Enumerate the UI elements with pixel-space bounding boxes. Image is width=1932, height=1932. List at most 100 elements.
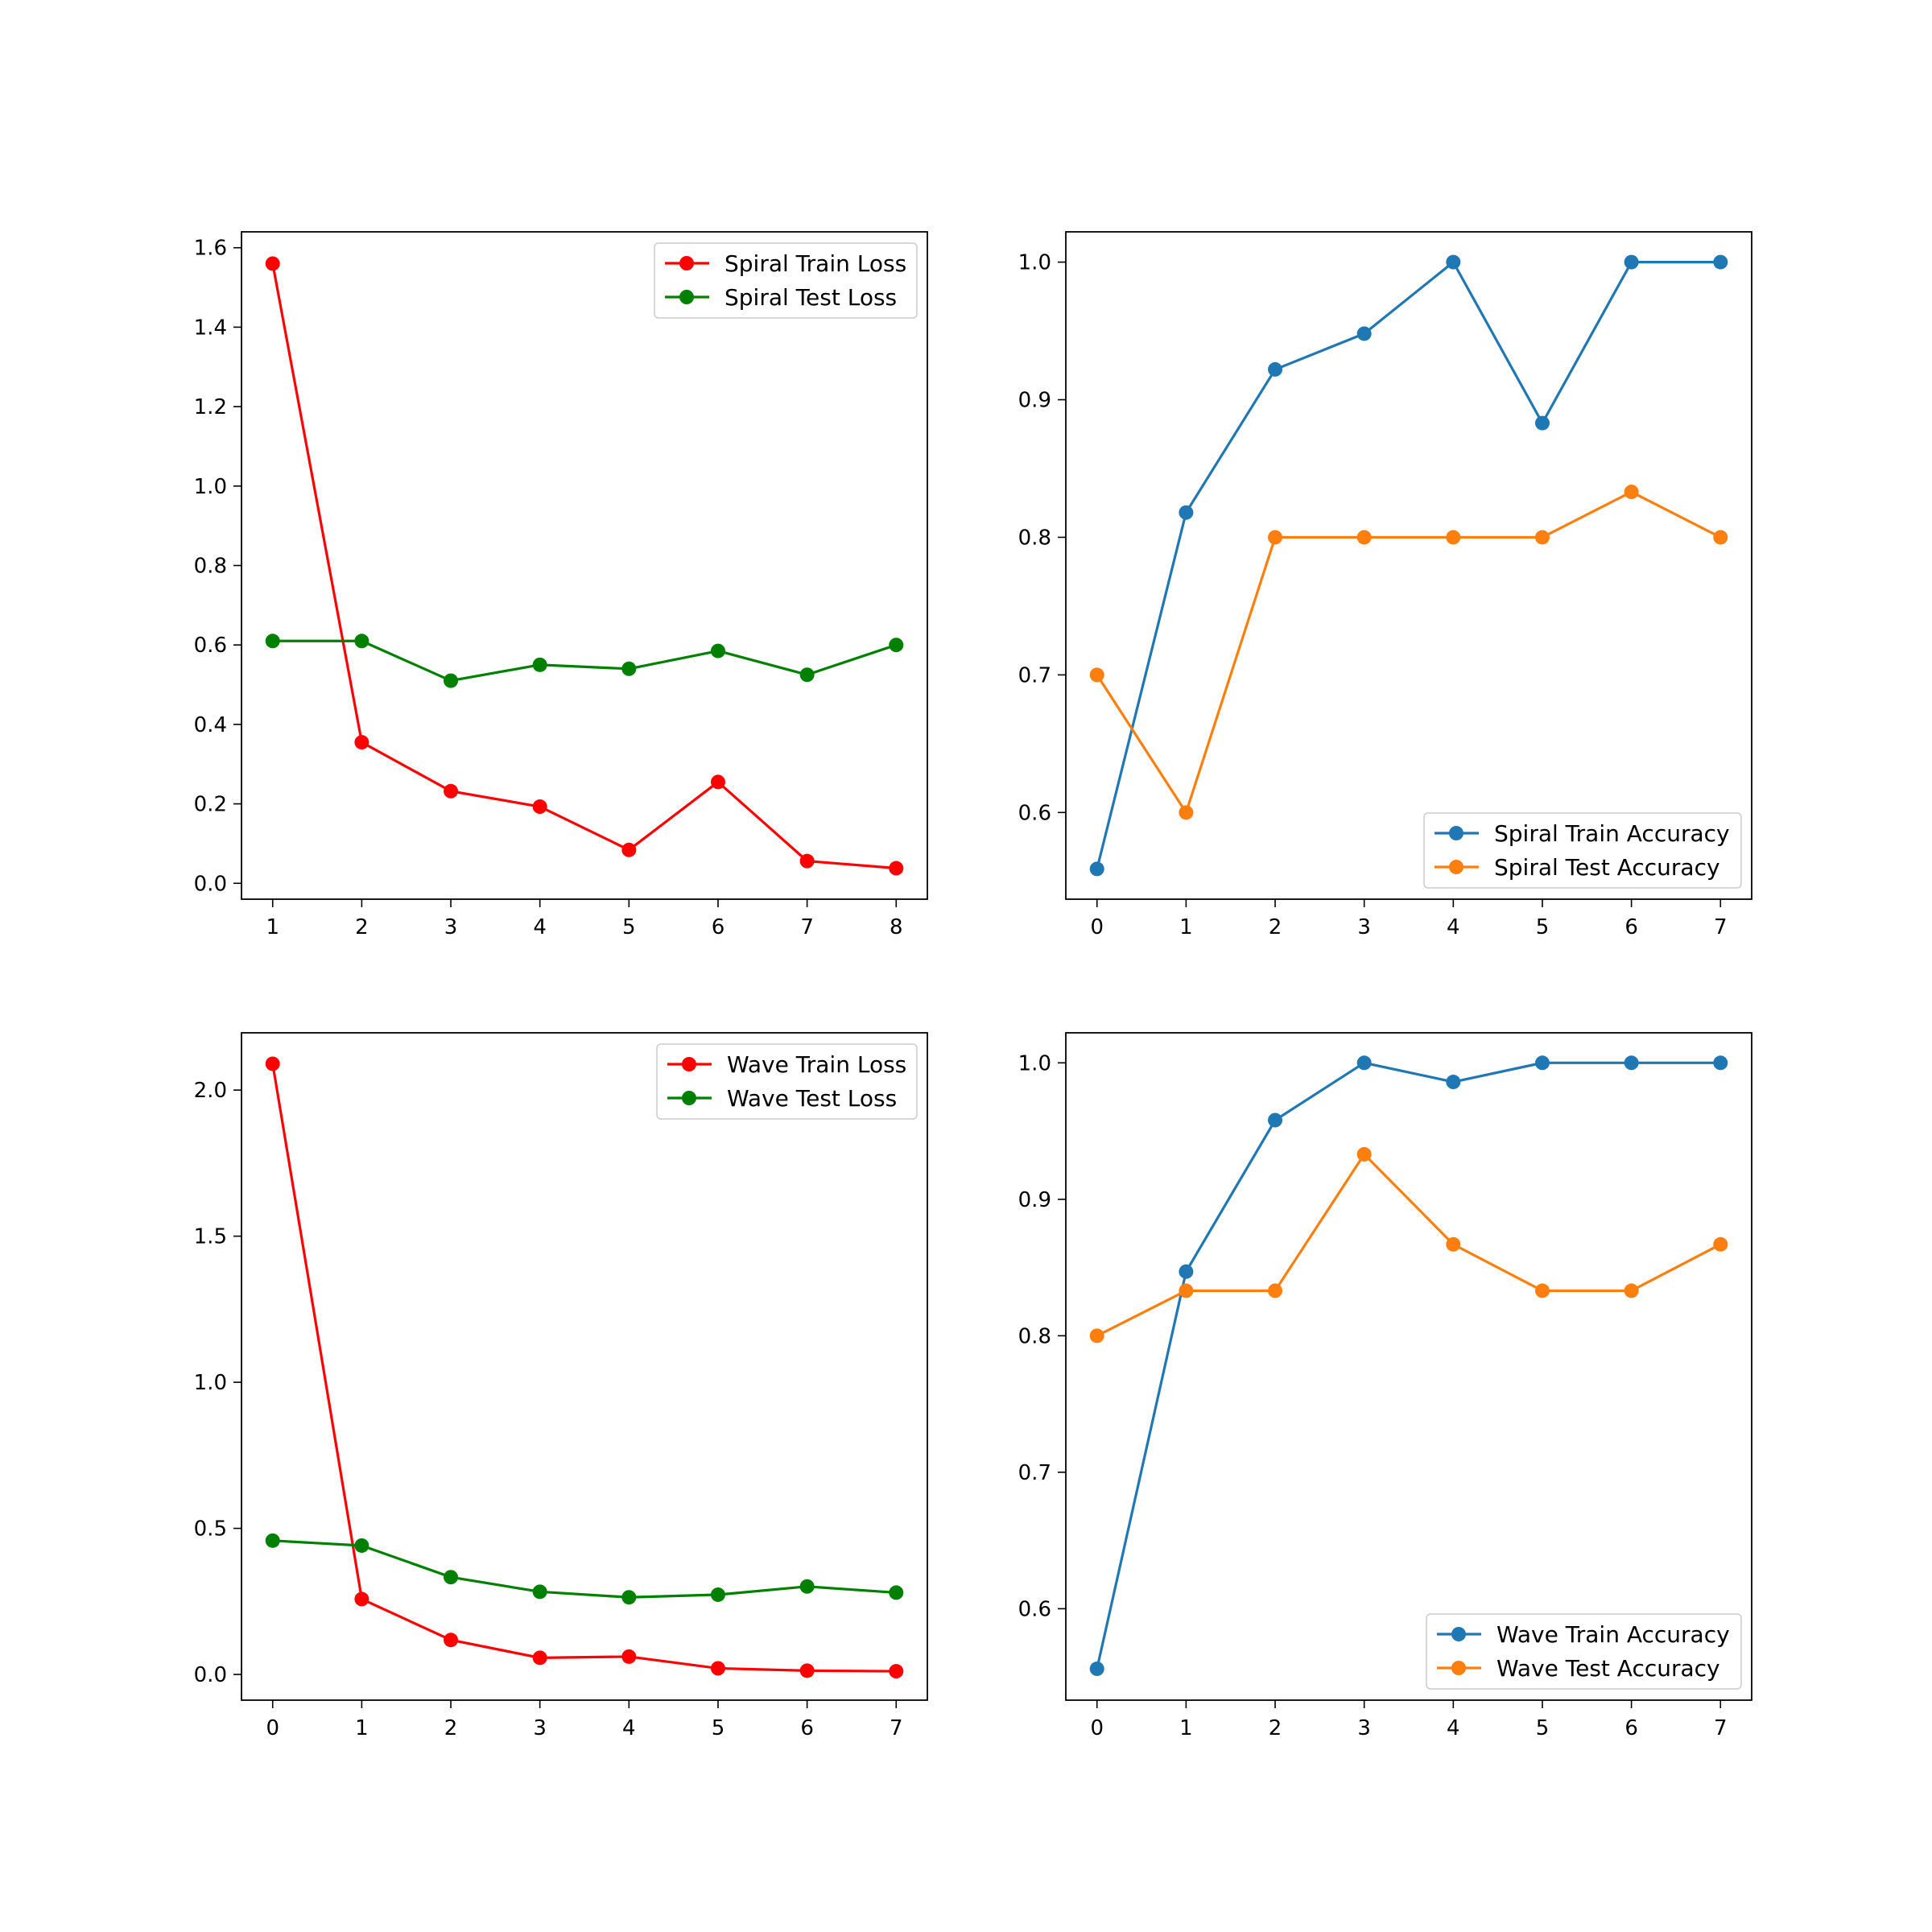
- y-tick-label: 1.0: [1018, 251, 1051, 275]
- y-tick-label: 1.0: [194, 1371, 227, 1395]
- x-tick-label: 0: [266, 1716, 279, 1740]
- legend-label: Wave Train Loss: [727, 1051, 906, 1078]
- data-point: [799, 1663, 815, 1678]
- y-tick-label: 0.7: [1018, 1461, 1051, 1485]
- legend-marker: [1451, 1661, 1466, 1675]
- data-point: [1268, 530, 1283, 545]
- axes-frame: [241, 1032, 928, 1701]
- data-point: [710, 1661, 725, 1676]
- y-tick-label: 0.0: [194, 872, 227, 896]
- subplot-wave-loss: 0 1 2 3 4 5 6 7 0.0 0.5 1.0 1.5 2.0 Wave Train Loss Wa…: [194, 1032, 928, 1740]
- x-tick-label: 5: [712, 1716, 725, 1740]
- legend-marker: [1449, 860, 1463, 874]
- data-point: [1268, 1283, 1283, 1298]
- data-point: [444, 673, 459, 688]
- y-tick-label: 0.6: [1018, 1597, 1051, 1621]
- x-tick-label: 1: [266, 915, 279, 939]
- x-tick-label: 3: [1357, 915, 1371, 939]
- x-tick-label: 1: [355, 1716, 369, 1740]
- data-point: [1713, 1236, 1728, 1252]
- legend-label: Spiral Test Loss: [724, 284, 897, 311]
- data-point: [1534, 530, 1550, 545]
- y-tick-label: 0.8: [194, 555, 227, 579]
- data-point: [1268, 361, 1283, 377]
- x-tick-label: 0: [1090, 915, 1104, 939]
- legend-marker: [679, 256, 694, 270]
- data-point: [889, 1664, 904, 1679]
- legend-label: Spiral Test Accuracy: [1494, 854, 1720, 881]
- data-point: [1089, 667, 1104, 683]
- x-tick-label: 6: [1624, 915, 1638, 939]
- y-tick-label: 0.5: [194, 1517, 227, 1542]
- legend-marker: [682, 1057, 696, 1071]
- y-tick-label: 0.8: [1018, 1324, 1051, 1348]
- x-tick-label: 3: [444, 915, 458, 939]
- x-tick-label: 4: [1447, 915, 1460, 939]
- data-point: [1356, 530, 1372, 545]
- data-point: [1713, 254, 1728, 270]
- axes-frame: [241, 231, 928, 900]
- data-point: [532, 657, 547, 672]
- y-tick-label: 0.6: [1018, 801, 1051, 825]
- x-tick-label: 2: [444, 1716, 458, 1740]
- x-tick-label: 8: [890, 915, 903, 939]
- series-line: [1096, 1061, 1721, 1670]
- series-line: [1096, 261, 1721, 869]
- x-tick-label: 4: [533, 915, 547, 939]
- x-tick-label: 4: [1447, 1716, 1460, 1740]
- data-point: [532, 1584, 547, 1600]
- data-point: [1179, 505, 1194, 520]
- data-point: [354, 735, 369, 750]
- data-point: [621, 1649, 637, 1664]
- data-point: [1356, 1146, 1372, 1162]
- data-point: [444, 1633, 459, 1648]
- y-tick-label: 2.0: [194, 1079, 227, 1103]
- legend-box: [654, 242, 918, 319]
- data-point: [354, 634, 369, 649]
- legend-marker: [1449, 826, 1463, 840]
- series-line: [271, 1063, 897, 1673]
- data-point: [1534, 1283, 1550, 1298]
- data-point: [1179, 1283, 1194, 1298]
- data-point: [1624, 1055, 1639, 1071]
- y-tick-label: 0.7: [1018, 663, 1051, 687]
- series-line: [1096, 1153, 1722, 1337]
- x-tick-label: 4: [622, 1716, 636, 1740]
- data-point: [1179, 805, 1194, 820]
- data-point: [710, 774, 725, 790]
- data-point: [1089, 1662, 1104, 1677]
- legend-marker: [682, 1091, 696, 1105]
- data-point: [621, 661, 637, 676]
- data-point: [621, 1590, 637, 1605]
- y-tick-label: 0.2: [194, 793, 227, 817]
- data-point: [621, 842, 637, 857]
- x-tick-label: 7: [1714, 915, 1728, 939]
- data-point: [889, 1585, 904, 1600]
- x-tick-label: 6: [1624, 1716, 1638, 1740]
- legend-box: [1423, 812, 1742, 889]
- data-point: [444, 783, 459, 799]
- x-tick-label: 2: [1269, 915, 1282, 939]
- data-point: [265, 256, 280, 271]
- y-tick-label: 1.5: [194, 1225, 227, 1249]
- data-point: [1534, 415, 1550, 431]
- subplot-wave-accuracy: 0 1 2 3 4 5 6 7 0.6 0.7 0.8 0.9 1.0 Wave Train Accura…: [1018, 1032, 1752, 1740]
- y-tick-label: 1.4: [194, 316, 227, 340]
- legend-label: Wave Train Accuracy: [1496, 1621, 1730, 1648]
- x-tick-label: 0: [1090, 1716, 1104, 1740]
- data-point: [1624, 1283, 1639, 1298]
- data-point: [1446, 254, 1461, 270]
- x-tick-label: 5: [1536, 915, 1550, 939]
- data-point: [265, 634, 280, 649]
- axes-frame: [1065, 231, 1752, 900]
- x-tick-label: 2: [1269, 1716, 1282, 1740]
- legend-label: Spiral Train Accuracy: [1494, 820, 1730, 847]
- y-tick-label: 0.9: [1018, 389, 1051, 413]
- x-tick-label: 6: [712, 915, 725, 939]
- data-point: [1089, 861, 1104, 877]
- subplot-spiral-accuracy: 0 1 2 3 4 5 6 7 0.6 0.7 0.8 0.9 1.0 Spiral Train Accu…: [1018, 231, 1752, 939]
- y-tick-label: 0.6: [194, 634, 227, 658]
- series-line: [271, 263, 897, 870]
- series-line: [272, 639, 897, 683]
